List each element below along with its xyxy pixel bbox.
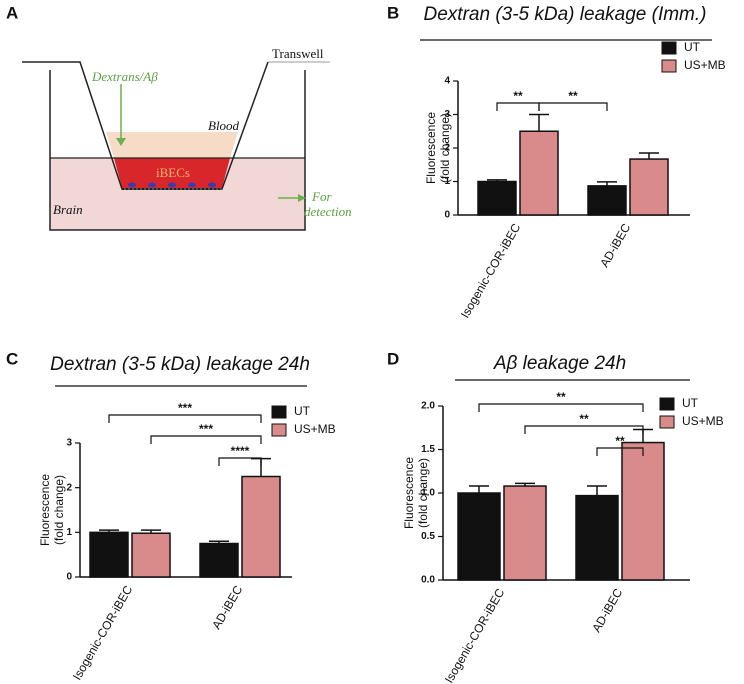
chart-title: Aβ leakage 24h: [493, 353, 626, 374]
bar: [621, 441, 665, 581]
panel-letter: B: [387, 3, 399, 22]
bar: [503, 485, 547, 581]
significance-label: **: [615, 434, 625, 448]
significance-bracket: [538, 102, 608, 111]
legend-swatch: [659, 397, 675, 411]
y-tick-label: 1.0: [421, 488, 435, 499]
bar: [519, 130, 559, 216]
panel-letter: C: [6, 349, 18, 368]
outflow-label: detection: [304, 204, 352, 219]
y-axis-label: Fluorescence: [402, 457, 416, 529]
legend-label: US+MB: [682, 414, 724, 428]
y-tick-label: 3: [444, 109, 450, 120]
legend-swatch: [271, 405, 287, 419]
y-axis-label: (fold change): [438, 113, 452, 183]
arrowhead: [298, 194, 306, 202]
brain-label: Brain: [53, 202, 83, 217]
x-tick-label: AD-iBEC: [589, 586, 625, 635]
panel-letter: A: [6, 3, 18, 22]
well: [49, 70, 306, 231]
bar: [457, 492, 501, 581]
y-tick-label: 1.5: [421, 444, 435, 455]
bar: [241, 475, 281, 578]
legend-label: US+MB: [294, 422, 336, 436]
y-tick-label: 0.5: [421, 531, 435, 542]
significance-bracket: [478, 403, 644, 412]
bar: [477, 180, 517, 216]
bar: [587, 185, 627, 216]
x-tick-label: Isogenic-COR-iBEC: [442, 586, 508, 684]
legend-swatch: [271, 423, 287, 437]
y-tick-label: 0.0: [421, 575, 435, 586]
cells-label: iBECs: [156, 165, 190, 180]
significance-label: ***: [199, 422, 213, 436]
significance-bracket: [596, 447, 644, 456]
legend-swatch: [661, 41, 677, 55]
bar: [629, 158, 669, 216]
significance-label: **: [513, 89, 523, 103]
x-tick-label: AD-iBEC: [597, 221, 633, 270]
legend-label: UT: [294, 404, 311, 418]
y-axis-label: (fold change): [52, 475, 66, 545]
x-tick-label: Isogenic-COR-iBEC: [70, 583, 136, 683]
y-axis-label: Fluorescence: [424, 112, 438, 184]
bar: [89, 531, 129, 578]
significance-label: **: [556, 390, 566, 404]
x-tick-label: AD-iBEC: [209, 583, 245, 632]
bar: [131, 532, 171, 578]
significance-label: **: [579, 412, 589, 426]
y-tick-label: 1: [66, 527, 72, 538]
y-axis-label: (fold change): [416, 458, 430, 528]
chart-title: Dextran (3-5 kDa) leakage 24h: [50, 354, 310, 375]
y-tick-label: 1: [444, 176, 450, 187]
legend-label: UT: [682, 396, 699, 410]
cell-layer: [114, 158, 230, 188]
y-tick-label: 0: [444, 210, 450, 221]
significance-label: **: [568, 89, 578, 103]
bar: [199, 542, 239, 578]
legend-swatch: [659, 415, 675, 429]
legend-label: US+MB: [684, 58, 726, 72]
legend-swatch: [661, 59, 677, 73]
significance-bracket: [524, 425, 644, 434]
bar: [575, 494, 619, 581]
arrowhead: [116, 138, 126, 146]
y-tick-label: 2: [444, 143, 450, 154]
cell-nuclei: [128, 182, 216, 188]
blood-label: Blood: [208, 118, 240, 133]
y-axis-label: Fluorescence: [38, 474, 52, 546]
significance-bracket: [496, 102, 540, 111]
inflow-label: Dextrans/Aβ: [91, 69, 158, 84]
chart-title: Dextran (3-5 kDa) leakage (Imm.): [424, 4, 707, 25]
x-tick-label: Isogenic-COR-iBEC: [458, 221, 524, 321]
panel-letter: D: [387, 349, 399, 368]
legend-label: UT: [684, 40, 701, 54]
y-tick-label: 2: [66, 482, 72, 493]
diagram: A Dextrans/Aβ Transwell Blood iBECs Brai…: [6, 3, 352, 231]
outflow-label: For: [311, 189, 332, 204]
significance-bracket: [218, 457, 262, 466]
y-tick-label: 3: [66, 438, 72, 449]
significance-bracket: [108, 414, 262, 423]
significance-label: ***: [178, 401, 192, 415]
y-tick-label: 4: [444, 76, 450, 87]
y-tick-label: 2.0: [421, 401, 435, 412]
significance-label: ****: [231, 444, 250, 458]
blood-compartment: [106, 132, 238, 158]
y-tick-label: 0: [66, 572, 72, 583]
transwell-label: Transwell: [272, 46, 324, 61]
significance-bracket: [150, 435, 262, 444]
